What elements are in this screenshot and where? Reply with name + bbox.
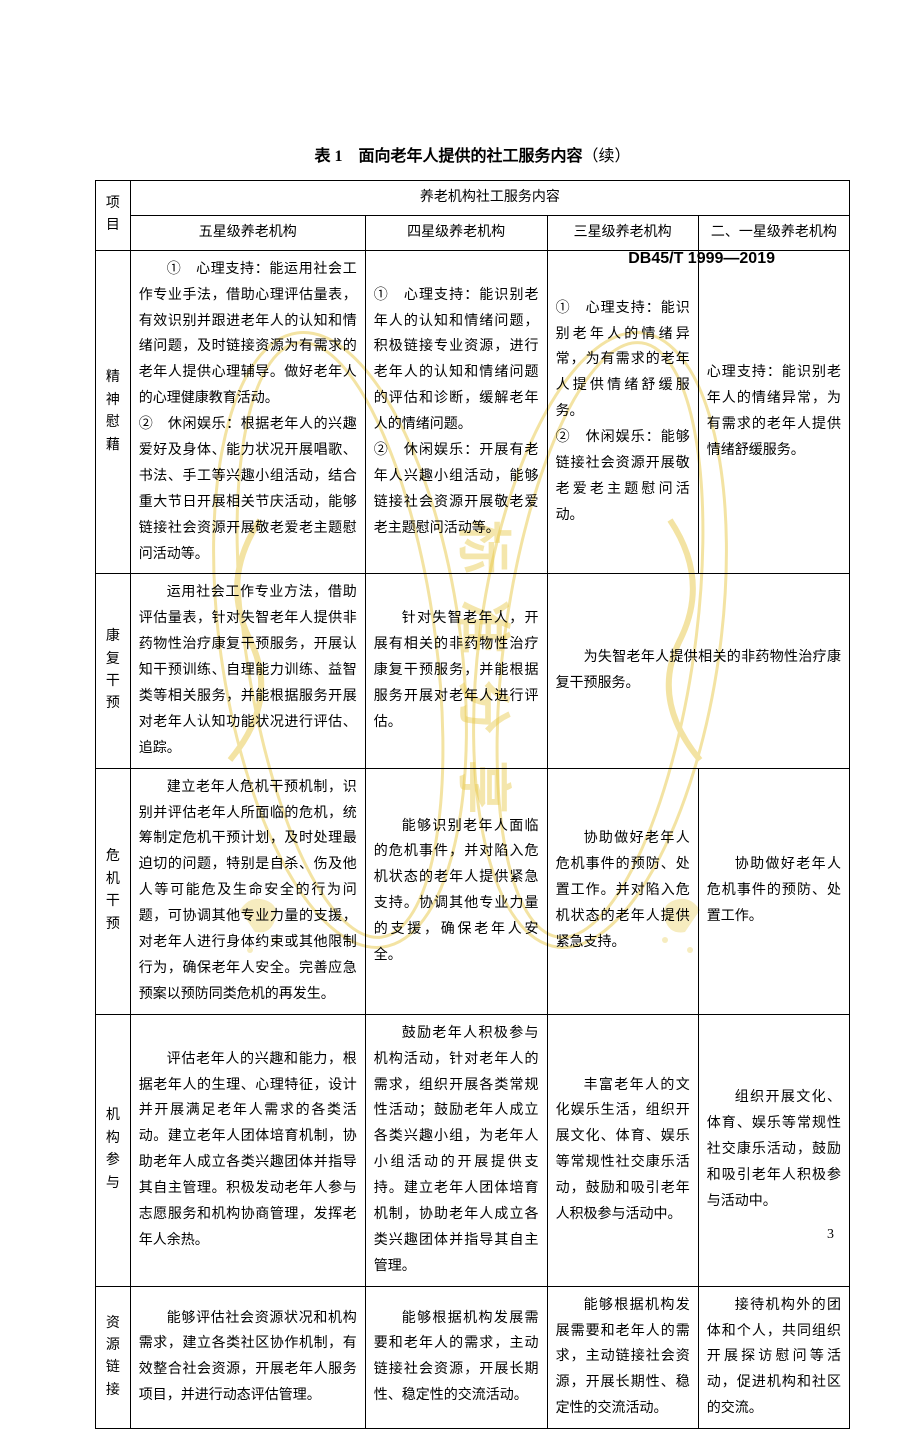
cell-5star: 评估老年人的兴趣和能力，根据老年人的生理、心理特征，设计并开展满足老年人需求的各… [130, 1014, 365, 1286]
cell-4star: 能够识别老年人面临的危机事件，并对陷入危机状态的老年人提供紧急支持。协调其他专业… [365, 768, 547, 1014]
table-row: 资源链接 能够评估社会资源状况和机构需求，建立各类社区协作机制，有效整合社会资源… [96, 1286, 850, 1428]
cell-4star: 针对失智老年人，开展有相关的非药物性治疗康复干预服务，并能根据服务开展对老年人进… [365, 574, 547, 768]
header-1star: 二、一星级养老机构 [698, 215, 849, 250]
row-cat: 危机干预 [96, 768, 131, 1014]
row-cat: 机构参与 [96, 1014, 131, 1286]
header-group: 养老机构社工服务内容 [130, 181, 849, 216]
cell-3star: 能够根据机构发展需要和老年人的需求，主动链接社会资源，开展长期性、稳定性的交流活… [547, 1286, 698, 1428]
cell-1star: 心理支持：能识别老年人的情绪异常，为有需求的老年人提供情绪舒缓服务。 [698, 250, 849, 574]
cell-4star: 能够根据机构发展需要和老年人的需求，主动链接社会资源，开展长期性、稳定性的交流活… [365, 1286, 547, 1428]
row-cat: 精神慰藉 [96, 250, 131, 574]
cell-1star: 协助做好老年人危机事件的预防、处置工作。 [698, 768, 849, 1014]
cell-1star: 组织开展文化、体育、娱乐等常规性社交康乐活动，鼓励和吸引老年人积极参与活动中。 [698, 1014, 849, 1286]
document-code: DB45/T 1999—2019 [628, 250, 775, 268]
cell-5star: 建立老年人危机干预机制，识别并评估老年人所面临的危机，统筹制定危机干预计划，及时… [130, 768, 365, 1014]
header-category: 项目 [96, 181, 131, 251]
cell-3star: 协助做好老年人危机事件的预防、处置工作。并对陷入危机状态的老年人提供紧急支持。 [547, 768, 698, 1014]
header-5star: 五星级养老机构 [130, 215, 365, 250]
cell-5star: 运用社会工作专业方法，借助评估量表，针对失智老年人提供非药物性治疗康复干预服务，… [130, 574, 365, 768]
table-row: 精神慰藉 ① 心理支持：能运用社会工作专业手法，借助心理评估量表，有效识别并跟进… [96, 250, 850, 574]
row-cat: 康复干预 [96, 574, 131, 768]
cell-3star: 丰富老年人的文化娱乐生活，组织开展文化、体育、娱乐等常规性社交康乐活动，鼓励和吸… [547, 1014, 698, 1286]
cell-1star: 接待机构外的团体和个人，共同组织开展探访慰问等活动，促进机构和社区的交流。 [698, 1286, 849, 1428]
services-table: 项目 养老机构社工服务内容 五星级养老机构 四星级养老机构 三星级养老机构 二、… [95, 180, 850, 1429]
header-4star: 四星级养老机构 [365, 215, 547, 250]
cell-3star: ① 心理支持：能识别老年人的情绪异常，为有需求的老年人提供情绪舒缓服务。② 休闲… [547, 250, 698, 574]
table-row: 机构参与 评估老年人的兴趣和能力，根据老年人的生理、心理特征，设计并开展满足老年… [96, 1014, 850, 1286]
cell-5star: ① 心理支持：能运用社会工作专业手法，借助心理评估量表，有效识别并跟进老年人的认… [130, 250, 365, 574]
table-row: 危机干预 建立老年人危机干预机制，识别并评估老年人所面临的危机，统筹制定危机干预… [96, 768, 850, 1014]
cell-3and1star: 为失智老年人提供相关的非药物性治疗康复干预服务。 [547, 574, 849, 768]
row-cat: 资源链接 [96, 1286, 131, 1428]
table-caption: 表 1 面向老年人提供的社工服务内容（续） [95, 142, 850, 166]
table-row: 康复干预 运用社会工作专业方法，借助评估量表，针对失智老年人提供非药物性治疗康复… [96, 574, 850, 768]
caption-suffix: （续） [583, 148, 631, 165]
cell-4star: 鼓励老年人积极参与机构活动，针对老年人的需求，组织开展各类常规性活动；鼓励老年人… [365, 1014, 547, 1286]
cell-4star: ① 心理支持：能识别老年人的认知和情绪问题，积极链接专业资源，进行老年人的认知和… [365, 250, 547, 574]
caption-main: 表 1 面向老年人提供的社工服务内容 [314, 148, 582, 165]
header-3star: 三星级养老机构 [547, 215, 698, 250]
cell-5star: 能够评估社会资源状况和机构需求，建立各类社区协作机制，有效整合社会资源，开展老年… [130, 1286, 365, 1428]
